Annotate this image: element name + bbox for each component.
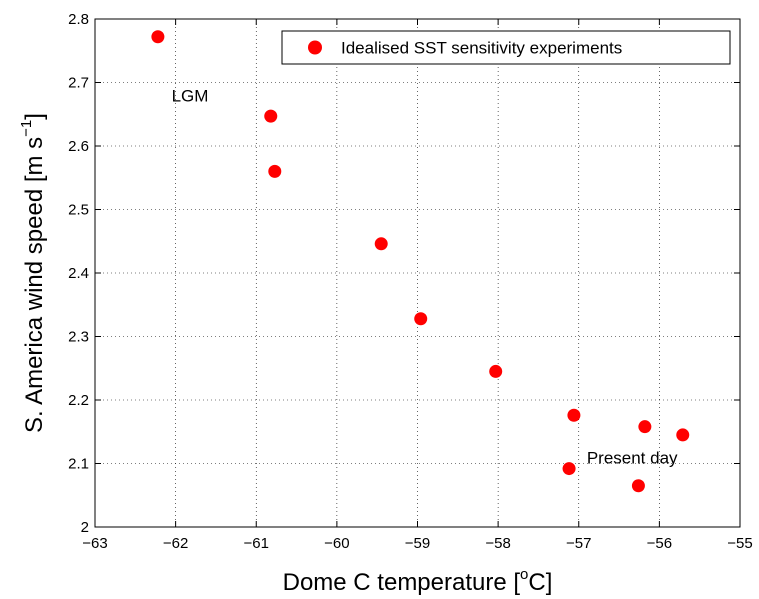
x-tick-label: −63 bbox=[82, 535, 107, 552]
data-point bbox=[414, 312, 428, 326]
x-axis-title-prefix: Dome C temperature [ bbox=[283, 569, 521, 596]
data-point bbox=[676, 428, 690, 442]
y-tick-label: 2 bbox=[81, 519, 89, 536]
y-axis-title: S. America wind speed [m s−1] bbox=[18, 113, 48, 433]
y-axis-title-suffix: ] bbox=[21, 113, 48, 120]
annotations: LGM Present day bbox=[172, 87, 678, 468]
legend-marker bbox=[308, 40, 322, 55]
axis-ticks: −63 −62 −61 −60 −59 −58 −57 −56 −55 2 2.1 2.2 2.3 2.4… bbox=[68, 11, 753, 552]
y-tick-label: 2.1 bbox=[68, 456, 89, 473]
data-points bbox=[151, 30, 690, 493]
x-tick-label: −57 bbox=[566, 535, 591, 552]
x-axis-title-suffix: C] bbox=[528, 569, 552, 596]
x-tick-label: −60 bbox=[324, 535, 349, 552]
data-point bbox=[567, 408, 581, 422]
data-point bbox=[151, 30, 165, 44]
x-axis-title-sup: o bbox=[520, 566, 528, 583]
y-axis-title-sup: −1 bbox=[18, 120, 35, 137]
y-tick-label: 2.2 bbox=[68, 392, 89, 409]
data-point bbox=[268, 164, 282, 178]
legend-box bbox=[281, 30, 731, 65]
y-axis-title-prefix: S. America wind speed [m s bbox=[21, 137, 48, 433]
legend: Idealised SST sensitivity experiments bbox=[281, 30, 731, 65]
y-tick-label: 2.6 bbox=[68, 138, 89, 155]
y-tick-label: 2.3 bbox=[68, 329, 89, 346]
x-tick-label: −59 bbox=[405, 535, 430, 552]
x-axis-title: Dome C temperature [oC] bbox=[283, 566, 553, 596]
data-point bbox=[264, 109, 278, 123]
x-tick-label: −55 bbox=[727, 535, 752, 552]
x-tick-label: −61 bbox=[244, 535, 269, 552]
x-tick-label: −58 bbox=[485, 535, 510, 552]
y-tick-label: 2.4 bbox=[68, 265, 89, 282]
x-tick-label: −62 bbox=[163, 535, 188, 552]
data-point bbox=[638, 420, 652, 434]
data-point bbox=[489, 364, 503, 378]
y-tick-label: 2.8 bbox=[68, 11, 89, 28]
data-point bbox=[631, 479, 645, 493]
annotation-label: LGM bbox=[172, 87, 209, 106]
annotation-label: Present day bbox=[587, 449, 678, 468]
legend-label: Idealised SST sensitivity experiments bbox=[341, 39, 622, 58]
y-tick-label: 2.5 bbox=[68, 202, 89, 219]
data-point bbox=[562, 462, 576, 476]
y-tick-label: 2.7 bbox=[68, 75, 89, 92]
x-tick-label: −56 bbox=[647, 535, 672, 552]
grid-lines bbox=[95, 19, 740, 527]
data-point bbox=[374, 237, 388, 251]
